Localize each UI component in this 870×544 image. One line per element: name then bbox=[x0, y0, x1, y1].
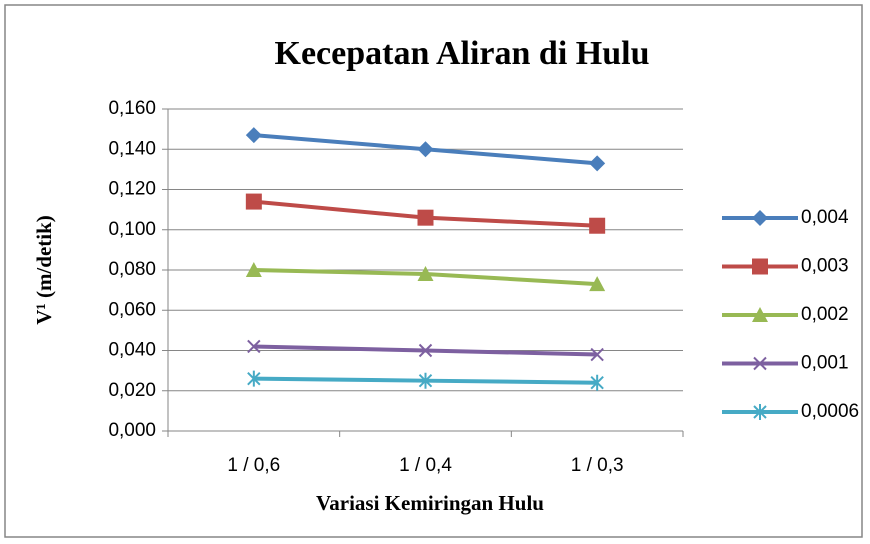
x-tick-label: 1 / 0,4 bbox=[399, 455, 452, 476]
x-axis-label: Variasi Kemiringan Hulu bbox=[316, 491, 544, 515]
y-tick-label: 0,020 bbox=[108, 380, 156, 401]
y-tick-label: 0,080 bbox=[108, 259, 156, 280]
marker bbox=[245, 262, 262, 277]
marker bbox=[752, 210, 768, 226]
marker bbox=[245, 127, 262, 144]
legend-label: 0,004 bbox=[801, 207, 849, 228]
marker bbox=[752, 307, 768, 322]
chart-border bbox=[4, 4, 863, 538]
legend-label: 0,002 bbox=[801, 304, 849, 325]
x-tick-label: 1 / 0,3 bbox=[571, 455, 624, 476]
y-tick-label: 0,000 bbox=[108, 420, 156, 441]
legend-label: 0,0006 bbox=[801, 401, 859, 422]
chart-title: Kecepatan Aliran di Hulu bbox=[275, 35, 650, 72]
y-tick-label: 0,160 bbox=[108, 98, 156, 119]
marker bbox=[589, 155, 606, 172]
y-tick-label: 0,060 bbox=[108, 299, 156, 320]
marker bbox=[589, 217, 606, 234]
marker bbox=[590, 347, 604, 362]
marker bbox=[417, 266, 434, 282]
legend-label: 0,003 bbox=[801, 256, 849, 277]
marker bbox=[753, 404, 767, 420]
y-tick-label: 0,140 bbox=[108, 138, 156, 159]
x-tick-label: 1 / 0,6 bbox=[227, 455, 280, 476]
y-axis-label: V¹ (m/detik) bbox=[32, 215, 56, 325]
marker bbox=[418, 343, 433, 358]
marker bbox=[245, 193, 262, 210]
marker bbox=[247, 339, 261, 354]
marker bbox=[752, 258, 768, 275]
marker bbox=[417, 209, 434, 226]
y-tick-label: 0,120 bbox=[108, 179, 156, 200]
y-tick-label: 0,040 bbox=[108, 340, 156, 361]
marker bbox=[417, 141, 434, 158]
y-tick-label: 0,100 bbox=[108, 219, 156, 240]
marker bbox=[247, 370, 261, 387]
marker bbox=[418, 372, 433, 389]
marker bbox=[589, 276, 606, 292]
legend-label: 0,001 bbox=[801, 353, 849, 374]
marker bbox=[590, 374, 604, 391]
marker bbox=[753, 356, 767, 371]
